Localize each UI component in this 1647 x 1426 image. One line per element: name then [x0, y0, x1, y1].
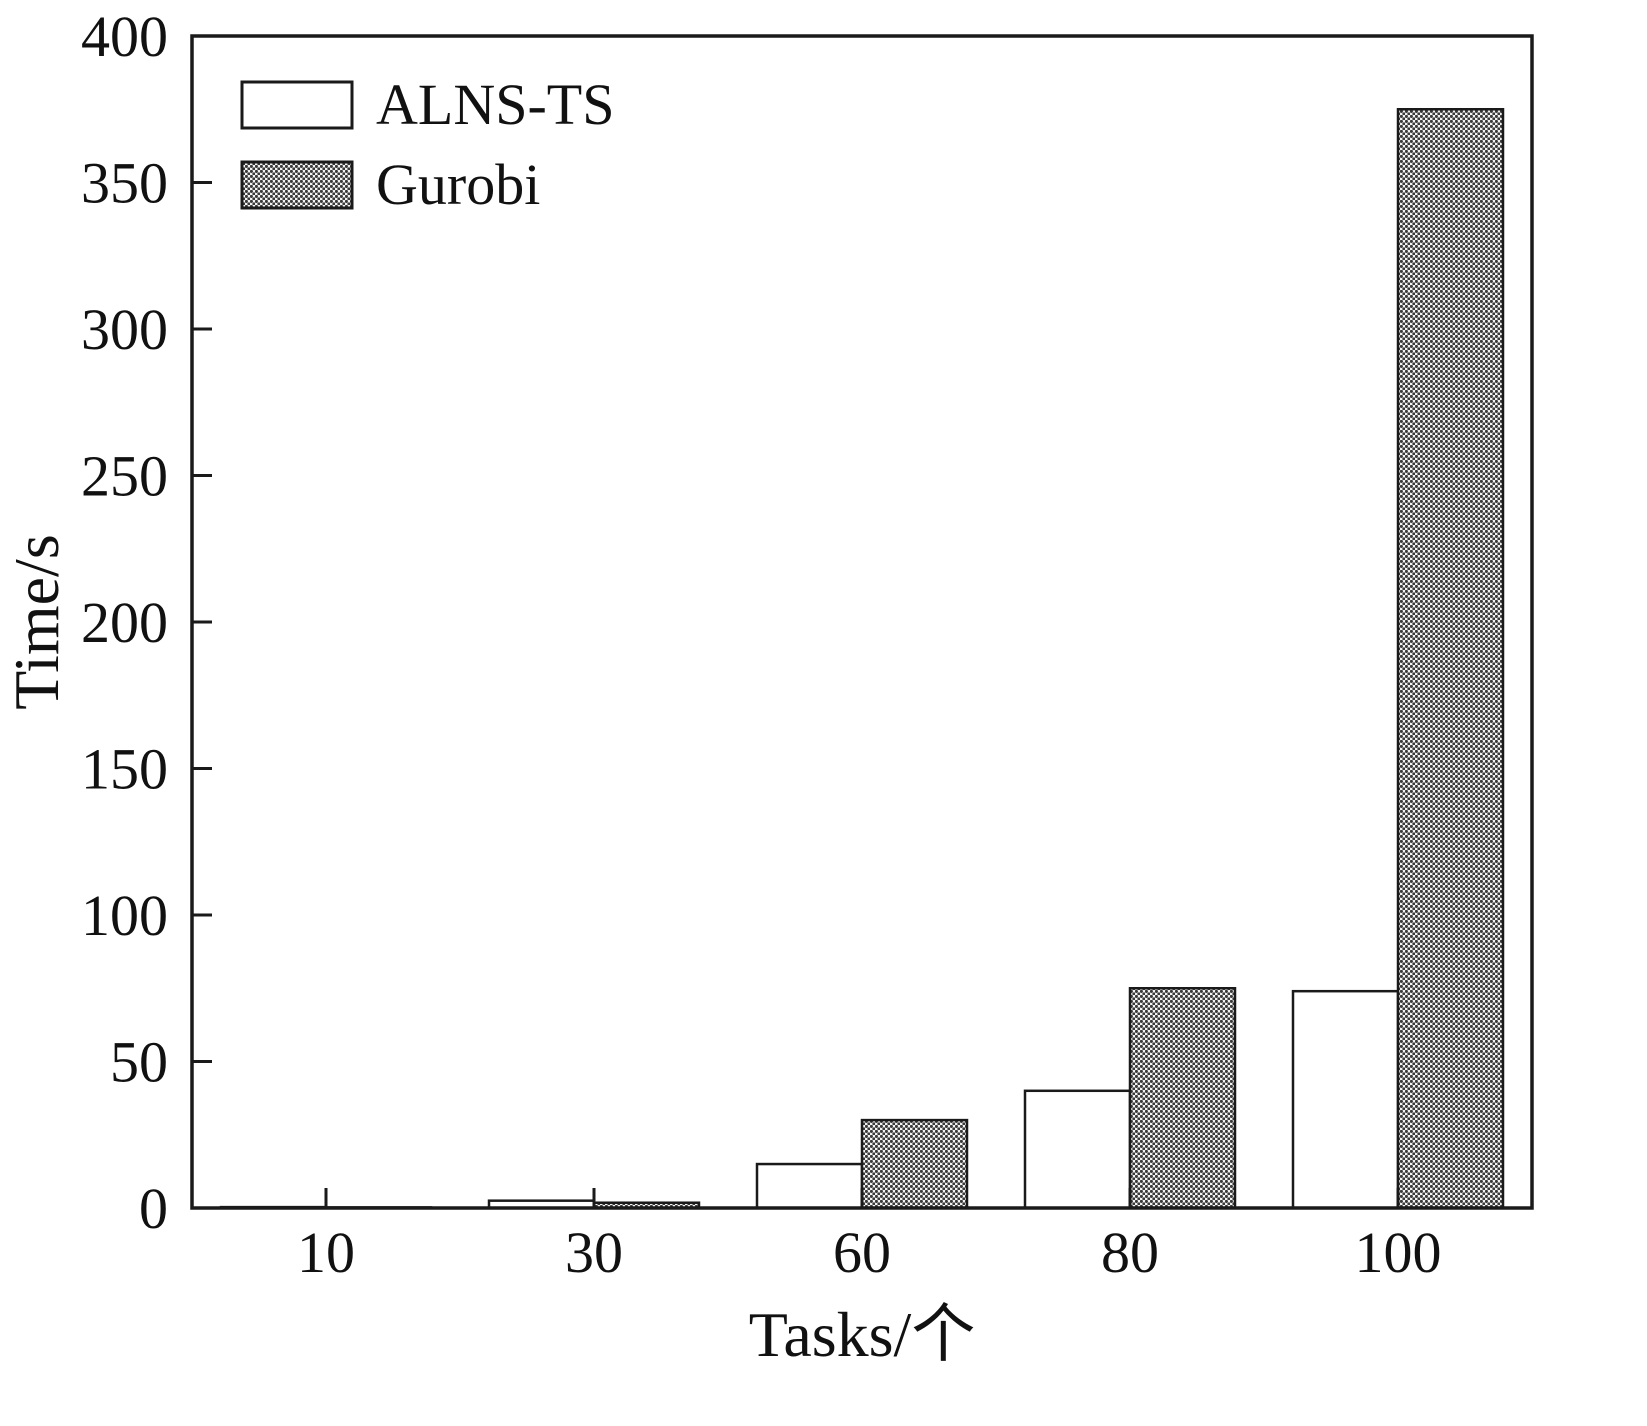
bar-alns-ts-80: [1023, 1089, 1132, 1210]
bar-gurobi-100: [1396, 108, 1505, 1210]
plot-frame: [190, 34, 1534, 1210]
x-tick-label: 60: [833, 1220, 891, 1285]
y-tick-label: 300: [81, 297, 168, 362]
legend-swatch-gurobi: [240, 160, 354, 210]
y-tick-label: 50: [110, 1030, 168, 1095]
y-tick-label: 100: [81, 883, 168, 948]
x-tick-label: 30: [565, 1220, 623, 1285]
x-axis-label: Tasks/个: [749, 1299, 976, 1370]
y-axis-label: Time/s: [1, 534, 72, 710]
x-tick-label: 80: [1101, 1220, 1159, 1285]
bar-alns-ts-100: [1291, 989, 1400, 1210]
chart-generated-layer: 0 50 100 150 200 250 300 350 400 10 30 60 80 100: [81, 4, 1534, 1285]
y-tick-label: 250: [81, 444, 168, 509]
legend-label-gurobi: Gurobi: [376, 152, 540, 217]
y-tick-label: 400: [81, 4, 168, 69]
legend-label-alns-ts: ALNS-TS: [376, 72, 614, 137]
legend-swatch-alns-ts: [240, 80, 354, 130]
y-tick-label: 150: [81, 737, 168, 802]
y-tick-label: 0: [139, 1176, 168, 1241]
x-tick-label: 10: [297, 1220, 355, 1285]
y-tick-label: 350: [81, 151, 168, 216]
bar-alns-ts-60: [755, 1162, 864, 1210]
bar-gurobi-80: [1128, 987, 1237, 1210]
y-tick-label: 200: [81, 590, 168, 655]
x-tick-label: 100: [1355, 1220, 1442, 1285]
bar-gurobi-60: [860, 1118, 969, 1210]
